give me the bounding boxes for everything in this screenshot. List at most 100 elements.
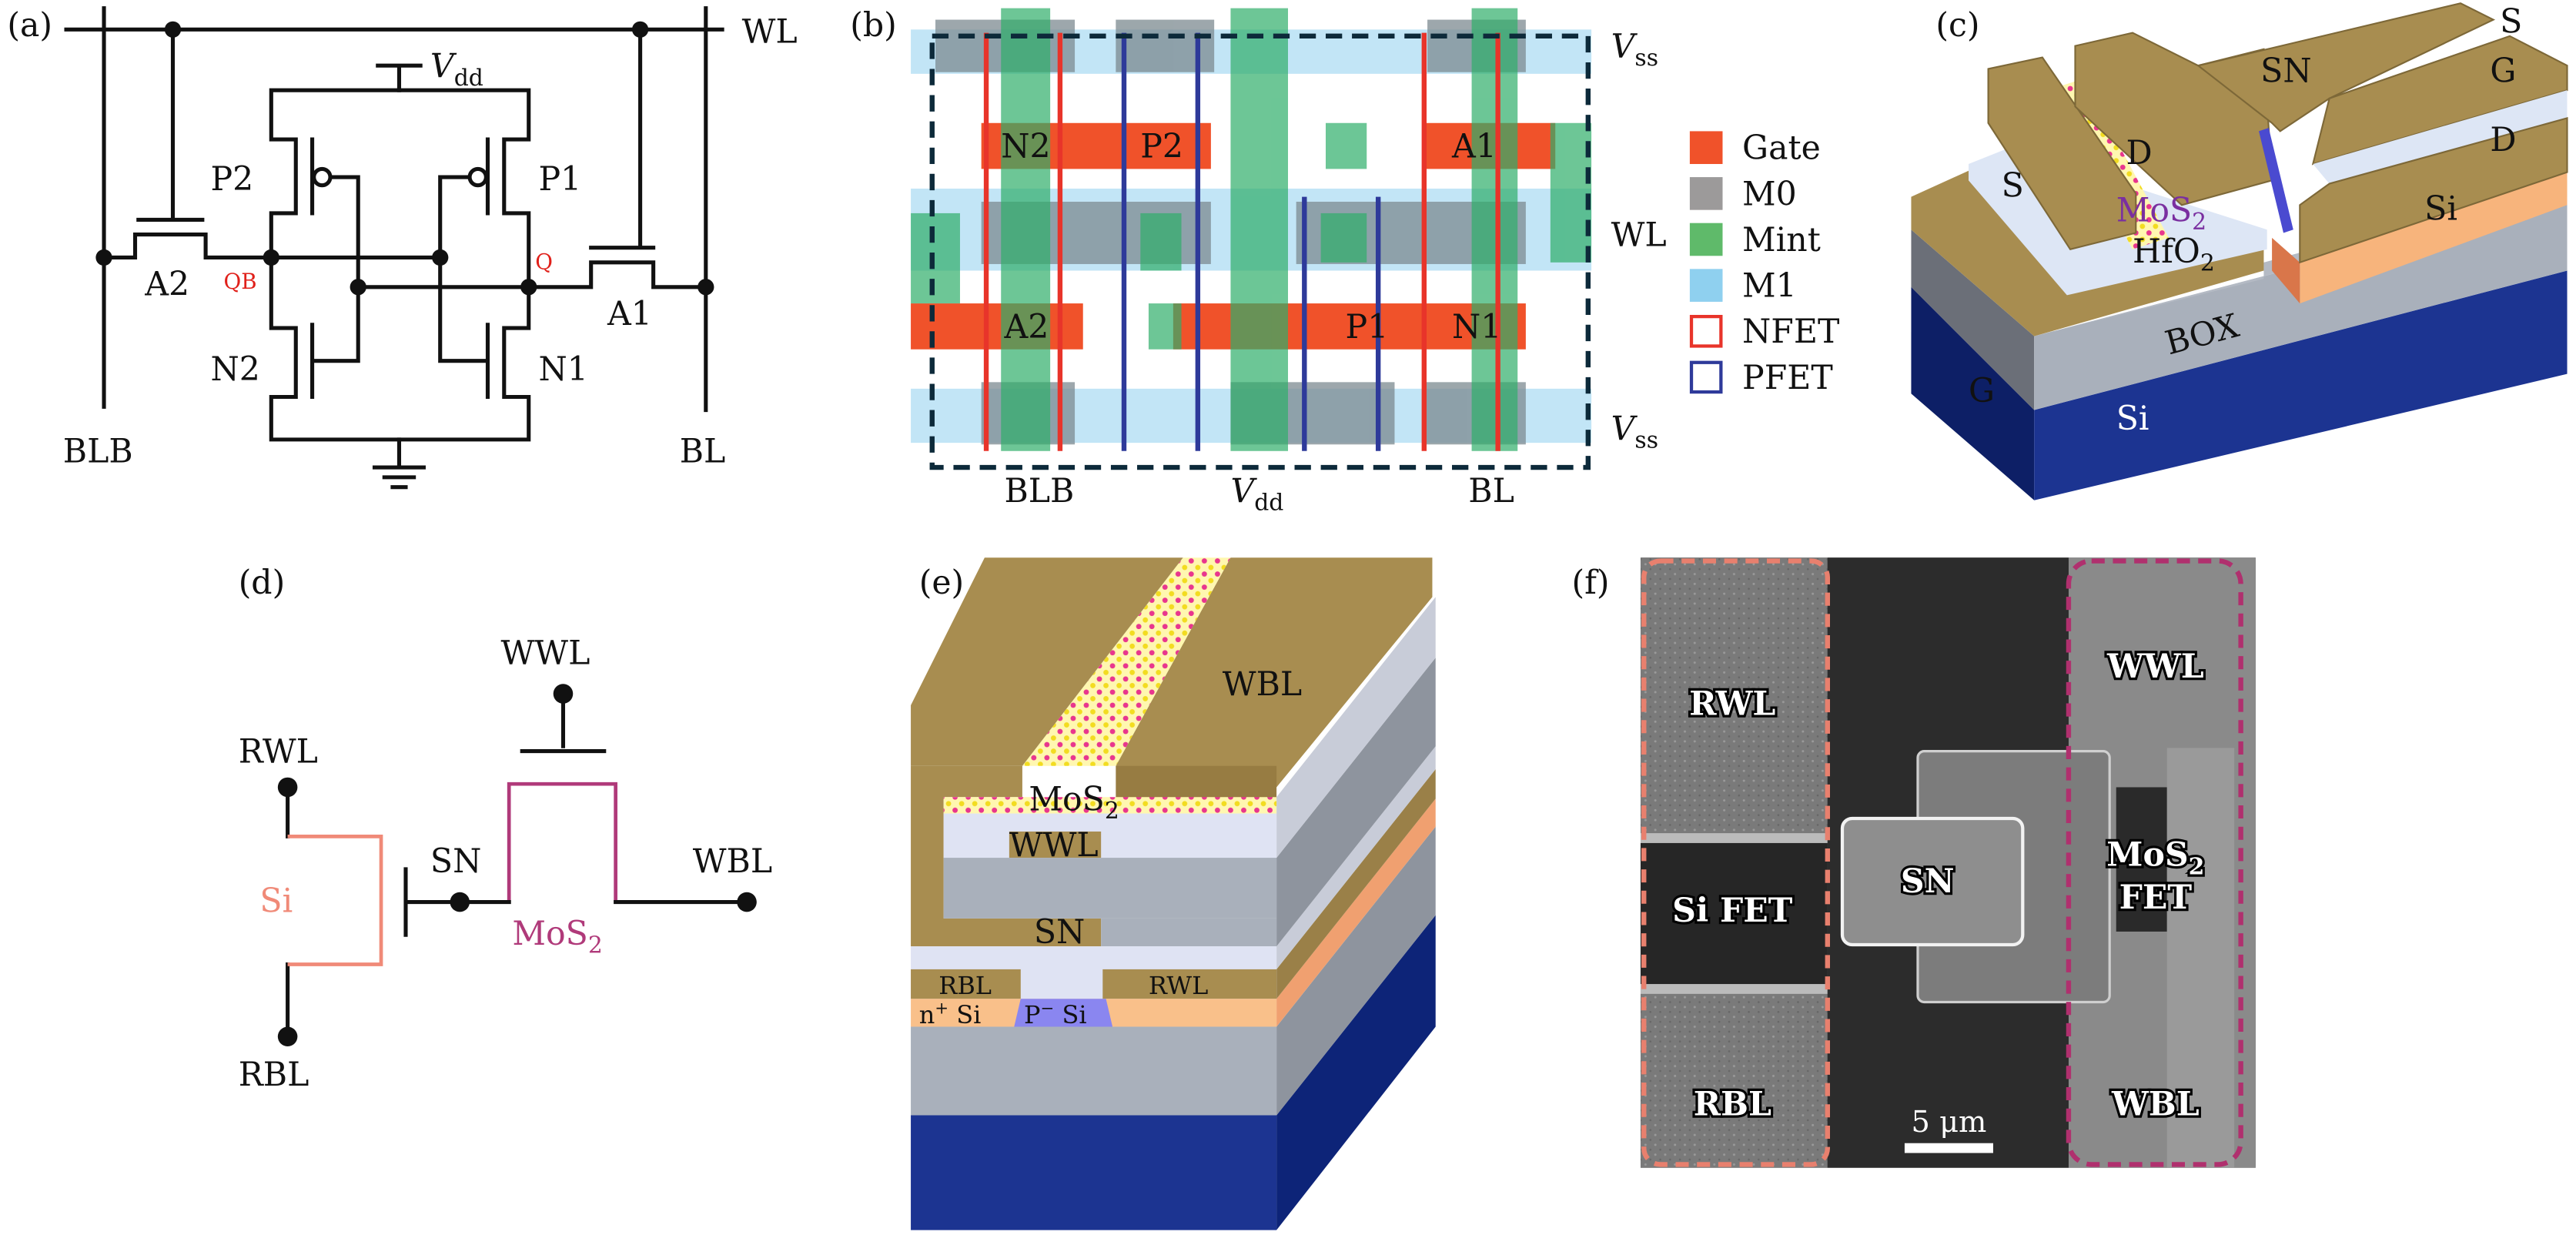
nfet-outlines [983,32,1500,451]
p-minus-si-channel [1014,999,1113,1027]
legend-swatch [1689,223,1723,256]
panel-e-label: (e) [919,564,964,602]
cross-coupling-wires [269,255,531,290]
legend-label: Mint [1742,221,1821,259]
rwl-label: RWL [239,733,318,771]
access-transistor-a1 [527,27,708,290]
gray-dielectric-front [943,858,1277,919]
wbl-strip [2166,748,2235,1168]
legend-item-m0: M0 [1689,175,1797,213]
source-left-bar [1987,56,2137,250]
gate-oxide-blue [2259,128,2293,233]
panel-a-sram-circuit: (a) WL BLB BL Vdd P2 N2 P1 N1 A2 A1 QB Q [7,6,798,490]
si-fet-channel-dark [1640,842,1828,985]
wwl-electrode [1009,831,1102,858]
oxide-right-strip [2313,90,2568,184]
n2-label: N2 [210,350,259,389]
si-transistor-channel [287,835,383,966]
gate-right-bar [2311,35,2568,166]
vss-bottom-label: Vss [1611,410,1658,454]
bl-label: BL [680,433,726,471]
panel-c-device-3d: (c) S D MoS2 HfO2 G BOX Si S SN G D Si [1911,2,2568,500]
p2-bubble-icon [312,166,333,188]
wbl-label: WBL [1223,665,1302,704]
source-left-label: S [2002,167,2024,206]
mos2-fet-dashed-box [2066,558,2243,1167]
rwl-label: RWL [1149,971,1208,1000]
wwl-label: WWL [1009,826,1099,865]
mos2-label: MoS2 [2116,192,2206,236]
mos2-top-strip [1022,557,1231,766]
vdd-label: Vdd [430,47,483,92]
box-layer-front [911,1026,1277,1116]
rwl-label: RWL [1689,685,1775,724]
blb-label: BLB [1004,472,1074,510]
legend-swatch [1689,131,1723,165]
wbl-top [1116,557,1433,788]
bl-label: BL [1468,472,1514,510]
terminal-dots [277,684,757,1047]
p2-label: P2 [210,160,253,199]
panel-e-stack-3d: (e) WBL MoS2 WWL SN RBL RWL [911,557,1436,1230]
gate-u-electrode-front [911,765,1102,947]
p1-label: P1 [1346,308,1389,346]
n-plus-si-label: n+ Si [919,999,982,1029]
dielectric-top-front [943,813,1277,858]
legend-label: Gate [1742,129,1821,168]
ground-icon [372,437,426,490]
si-substrate-side [1911,286,2035,500]
wbl-label: WBL [693,842,772,881]
wwl-label: WWL [2106,648,2204,686]
panel-f-label: (f) [1572,564,1610,602]
legend-swatch [1689,314,1723,348]
panel-a-label: (a) [7,6,52,45]
drain-right-label: D [2490,121,2516,159]
rbl-electrode [911,969,1021,999]
n1-label: N1 [1452,308,1501,346]
a1-label: A1 [1451,127,1497,166]
cell-boundary-dashed [929,33,1591,470]
n1-label: N1 [539,350,588,389]
legend-label: NFET [1742,313,1839,351]
si-right-front [2300,172,2568,304]
gray-dielectric-lower [1101,918,1277,947]
hfo2-label: HfO2 [2133,233,2215,277]
electrode-edge [1640,833,1828,843]
fet-label: FET [2119,879,2193,917]
legend-swatch [1689,177,1723,210]
p1-bubble-icon [467,166,488,188]
legend-label: M0 [1742,175,1797,213]
legend-item-mint: Mint [1689,221,1821,259]
si-fet-dashed-box [1641,558,1831,1167]
rbl-label: RBL [938,971,992,1000]
legend-item-pfet: PFET [1689,359,1833,397]
mos2-transistor-channel [507,781,617,902]
vdd-label: Vdd [1230,472,1283,517]
legend-item-gate: Gate [1689,129,1821,168]
wl-label: WL [1611,216,1667,255]
legend-item-m1: M1 [1689,267,1797,306]
electrode-edge [1640,984,1828,994]
n2-label: N2 [1001,127,1050,166]
mos2-channel-dark [2116,787,2167,932]
si-label: Si [259,882,293,920]
scale-bar [1904,1143,1993,1153]
stack-side-face [1276,597,1436,1230]
mos2-label: MoS2 [1029,780,1119,825]
wbl-label: WBL [2111,1085,2200,1123]
panel-d-label: (d) [239,564,286,602]
scale-bar-label: 5 μm [1912,1105,1987,1140]
si-fet-label: Si FET [1672,892,1792,930]
wwl-label: WWL [501,634,590,673]
mos2-label: MoS2 [512,915,602,959]
junction-dots [95,21,714,296]
gate-left-label: G [1969,372,1995,410]
legend: Gate M0 Mint M1 NFET PFET [1689,129,1839,397]
q-node-label: Q [535,249,553,274]
rbl-label: RBL [239,1056,309,1094]
left-electrode-top [911,557,1183,766]
panel-d-2t-circuit: (d) WWL RWL RBL SN WBL Si MoS2 [239,564,772,1094]
mos2-label: MoS2 [2106,836,2204,881]
drain-right-bar [2299,116,2568,264]
